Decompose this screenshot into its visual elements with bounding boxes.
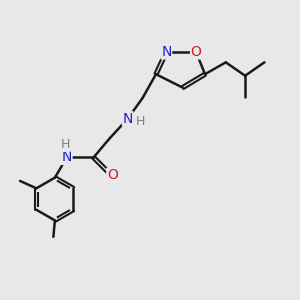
Text: N: N: [61, 150, 72, 164]
Text: H: H: [136, 115, 145, 128]
Text: O: O: [107, 168, 118, 182]
Text: H: H: [61, 138, 70, 152]
Text: N: N: [161, 45, 172, 59]
Text: N: N: [122, 112, 133, 126]
Text: O: O: [190, 45, 202, 59]
